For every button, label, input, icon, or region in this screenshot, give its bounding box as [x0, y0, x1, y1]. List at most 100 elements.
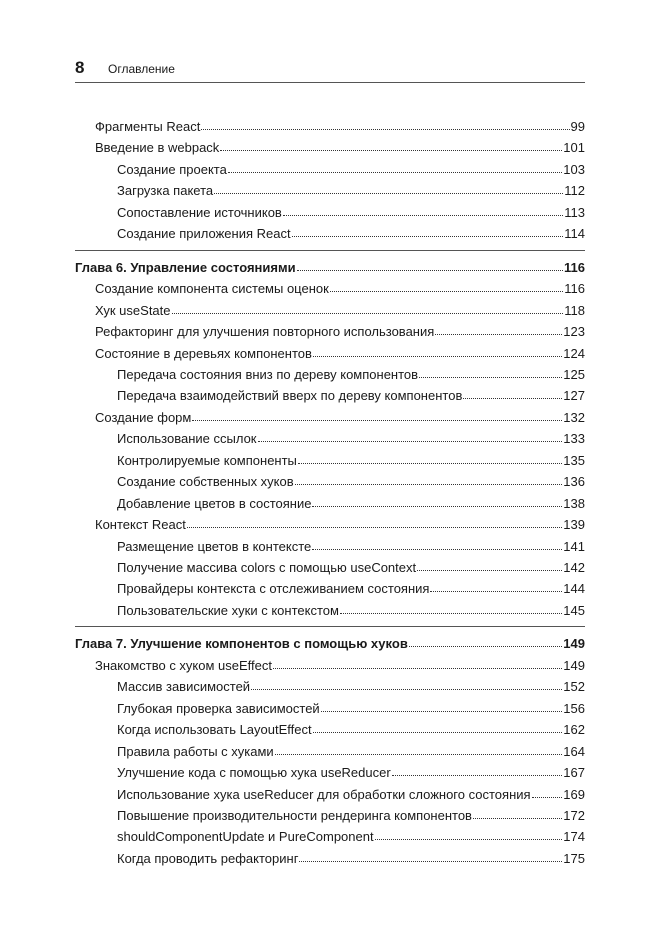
toc-entry: Правила работы с хуками 164 — [117, 739, 585, 759]
entry-page: 101 — [563, 140, 585, 156]
entry-page: 125 — [563, 366, 585, 382]
dot-leader — [374, 839, 563, 841]
entry-page: 175 — [563, 850, 585, 866]
entry-title: Знакомство с хуком useEffect — [95, 657, 273, 673]
toc-entry: Загрузка пакета 112 — [117, 178, 585, 198]
header-rule — [75, 82, 585, 83]
toc-entry: Глубокая проверка зависимостей 156 — [117, 696, 585, 716]
entry-page: 142 — [563, 560, 585, 575]
toc-entry: Пользовательские хуки с контекстом 145 — [117, 598, 585, 618]
entry-title: Массив зависимостей — [117, 679, 251, 695]
entry-title: Создание компонента системы оценок — [95, 281, 329, 297]
toc-entry: Передача состояния вниз по дереву компон… — [117, 362, 585, 382]
toc-entry: Сопоставление источников 113 — [117, 200, 585, 220]
dot-leader — [339, 612, 563, 614]
toc-entry: Создание форм 132 — [95, 405, 585, 425]
entry-page: 124 — [563, 345, 585, 361]
entry-title: Получение массива colors с помощью useCo… — [117, 560, 417, 575]
entry-page: 169 — [563, 786, 585, 802]
entry-title: Пользовательские хуки с контекстом — [117, 602, 339, 618]
toc-entry: Создание собственных хуков 136 — [117, 469, 585, 489]
entry-title: Введение в webpack — [95, 140, 220, 156]
entry-page: 99 — [570, 119, 585, 134]
entry-page: 149 — [563, 657, 585, 673]
toc-entry: Контекст React 139 — [95, 512, 585, 532]
dot-leader — [192, 419, 563, 421]
entry-page: 113 — [564, 204, 585, 220]
entry-title: shouldComponentUpdate и PureComponent — [117, 829, 374, 845]
dot-leader — [282, 214, 564, 216]
toc-entry: Контролируемые компоненты 135 — [117, 448, 585, 468]
entry-title: Контролируемые компоненты — [117, 452, 297, 468]
entry-page: 136 — [563, 474, 585, 490]
entry-page: 149 — [563, 636, 585, 652]
entry-page: 156 — [563, 700, 585, 716]
chapter-rule — [75, 626, 585, 628]
entry-page: 135 — [563, 452, 585, 468]
entry-page: 174 — [563, 829, 585, 845]
toc-entry: Рефакторинг для улучшения повторного исп… — [95, 319, 585, 339]
entry-title: Сопоставление источников — [117, 204, 282, 220]
entry-title: Провайдеры контекста с отслеживанием сос… — [117, 581, 430, 597]
entry-title: Состояние в деревьях компонентов — [95, 345, 312, 361]
toc-entry: Создание компонента системы оценок 116 — [95, 276, 585, 296]
dot-leader — [417, 570, 563, 571]
entry-title: Когда проводить рефакторинг — [117, 850, 299, 866]
toc-entry: Улучшение кода с помощью хука useReducer… — [117, 760, 585, 780]
toc-entry: Провайдеры контекста с отслеживанием сос… — [117, 576, 585, 596]
entry-title: Глава 6. Управление состояниями — [75, 259, 296, 275]
dot-leader — [419, 376, 563, 378]
toc-entry: Получение массива colors с помощью useCo… — [117, 555, 585, 575]
entry-page: 167 — [563, 765, 585, 781]
dot-leader — [274, 753, 563, 755]
chapter-entry: Глава 6. Управление состояниями 116 — [75, 255, 585, 275]
entry-title: Контекст React — [95, 517, 186, 533]
entry-title: Добавление цветов в состояние — [117, 495, 312, 511]
entry-page: 164 — [563, 743, 585, 759]
dot-leader — [257, 441, 563, 443]
entry-title: Использование хука useReducer для обрабо… — [117, 786, 531, 802]
entry-page: 139 — [563, 517, 585, 533]
entry-title: Когда использовать LayoutEffect — [117, 722, 312, 738]
toc-entry: Размещение цветов в контексте 141 — [117, 534, 585, 554]
dot-leader — [391, 775, 563, 777]
entry-title: Передача состояния вниз по дереву компон… — [117, 366, 419, 382]
entry-page: 133 — [563, 431, 585, 447]
toc-entry: Использование хука useReducer для обрабо… — [117, 782, 585, 802]
dot-leader — [251, 689, 563, 691]
entry-page: 112 — [564, 183, 585, 199]
entry-title: Глубокая проверка зависимостей — [117, 700, 320, 716]
dot-leader — [291, 236, 564, 238]
toc-entry: Использование ссылок 133 — [117, 426, 585, 446]
dot-leader — [186, 527, 563, 529]
dot-leader — [299, 860, 563, 862]
entry-page: 138 — [563, 495, 585, 511]
running-header: Оглавление — [108, 62, 175, 76]
toc-entry: Массив зависимостей 152 — [117, 674, 585, 694]
toc-entry: Знакомство с хуком useEffect 149 — [95, 653, 585, 673]
dot-leader — [220, 150, 563, 152]
entry-page: 116 — [564, 281, 585, 297]
entry-title: Передача взаимодействий вверх по дереву … — [117, 388, 463, 404]
toc-entry: Создание приложения React 114 — [117, 221, 585, 241]
dot-leader — [297, 462, 563, 464]
dot-leader — [472, 817, 563, 819]
toc-entry: Повышение производительности рендеринга … — [117, 803, 585, 823]
dot-leader — [531, 796, 563, 798]
entry-title: Хук useState — [95, 302, 171, 318]
entry-title: Создание проекта — [117, 161, 227, 177]
entry-title: Использование ссылок — [117, 431, 257, 447]
entry-page: 114 — [564, 226, 585, 242]
entry-page: 145 — [563, 602, 585, 618]
entry-page: 116 — [564, 259, 585, 275]
toc-entry: Создание проекта 103 — [117, 157, 585, 177]
entry-page: 141 — [563, 538, 585, 554]
entry-page: 144 — [563, 581, 585, 597]
dot-leader — [214, 193, 564, 195]
dot-leader — [312, 505, 563, 507]
entry-page: 132 — [563, 409, 585, 425]
dot-leader — [435, 334, 563, 336]
entry-page: 118 — [564, 302, 585, 318]
dot-leader — [171, 312, 564, 314]
